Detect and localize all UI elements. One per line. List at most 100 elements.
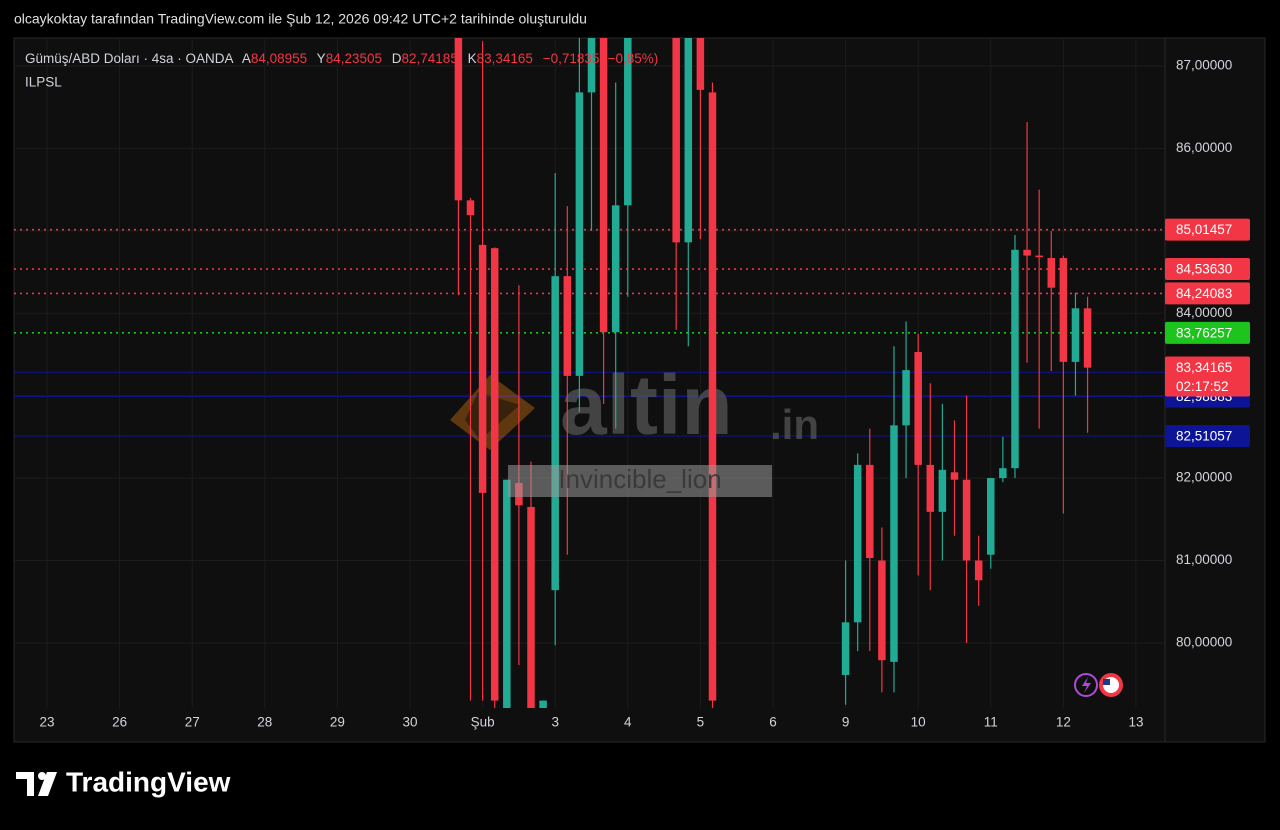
legend-key: A (242, 51, 251, 66)
price-label: 82,51057 (1176, 429, 1232, 444)
brand: TradingView (66, 766, 231, 797)
indicator-name: ILPSL (25, 75, 62, 90)
x-tick-label: 5 (697, 715, 705, 730)
x-tick-label: 11 (984, 715, 998, 730)
x-tick-label: 26 (112, 715, 127, 730)
caption: olcaykoktay tarafından TradingView.com i… (14, 11, 587, 27)
candle-body (454, 38, 463, 201)
candle-body (962, 479, 971, 561)
candle-body (950, 472, 959, 480)
legend-change: −0,71835 (−0,85%) (543, 51, 659, 66)
legend-value: 83,34165 (477, 51, 533, 66)
price-label-box (1165, 218, 1250, 241)
candle-body (611, 205, 620, 333)
x-tick-label: Şub (471, 715, 495, 730)
candle-body (1035, 255, 1043, 258)
candle-body (684, 38, 693, 243)
x-tick-label: 6 (769, 715, 777, 730)
x-tick-label: 29 (330, 715, 345, 730)
legend-value: 82,74185 (402, 51, 458, 66)
watermark-user: Invincible_lion (558, 464, 721, 494)
x-tick-label: 9 (842, 715, 850, 730)
candle-body (1071, 308, 1080, 362)
x-tick-label: 12 (1056, 715, 1071, 730)
candle-body (563, 276, 572, 376)
price-label-box (1165, 321, 1250, 344)
legend-key: D (392, 51, 402, 66)
x-tick-label: 10 (911, 715, 926, 730)
y-tick-label: 87,00000 (1176, 58, 1232, 73)
price-lines (14, 228, 1165, 437)
last-price-label: 83,34165 (1176, 360, 1232, 375)
legend-value: 84,08955 (251, 51, 307, 66)
candle-body (696, 38, 705, 90)
price-label: 84,53630 (1176, 262, 1232, 277)
x-tick-label: 30 (402, 715, 417, 730)
candle-body (624, 38, 632, 206)
price-label: 84,24083 (1176, 286, 1232, 301)
watermark-suffix: .in (770, 401, 819, 448)
legend: Gümüş/ABD Doları · 4sa · OANDA A84,08955… (25, 51, 658, 66)
x-tick-label: 23 (40, 715, 55, 730)
candle-body (987, 478, 995, 555)
y-tick-label: 81,00000 (1176, 552, 1232, 567)
candle-body (672, 38, 680, 243)
y-tick-label: 84,00000 (1176, 305, 1232, 320)
candle-body (1059, 258, 1068, 362)
candle-body (841, 622, 850, 676)
candle-body (478, 244, 487, 493)
candle-body (551, 276, 559, 591)
x-tick-label: 13 (1128, 715, 1143, 730)
axes: 23 26 27 28 29 30 Şub 3 4 5 6 9 10 11 12 13 80,00000 81,0… (40, 58, 1250, 730)
candle-body (1083, 308, 1092, 368)
candle-body (575, 92, 584, 376)
x-tick-label: 3 (551, 715, 559, 730)
price-label-box (1165, 282, 1250, 305)
candle-body (708, 92, 717, 701)
y-tick-label: 86,00000 (1176, 140, 1232, 155)
event-icon-bolt (1082, 677, 1091, 693)
y-tick-label: 80,00000 (1176, 634, 1232, 649)
candle-body (1011, 249, 1019, 469)
candle-body (599, 38, 608, 333)
event-flag-canton (1103, 679, 1110, 685)
countdown: 02:17:52 (1176, 379, 1229, 394)
price-label-box (1165, 258, 1250, 281)
legend-title: Gümüş/ABD Doları · 4sa · OANDA (25, 51, 234, 66)
candle-body (878, 560, 886, 661)
legend-value: 84,23505 (326, 51, 382, 66)
last-price-box (1165, 356, 1250, 397)
candle-body (974, 560, 983, 581)
y-tick-label: 82,00000 (1176, 470, 1232, 485)
x-tick-label: 27 (185, 715, 200, 730)
candle-body (587, 38, 596, 93)
candle-body (853, 464, 862, 623)
candles (454, 38, 1092, 708)
candle-body (1023, 249, 1031, 256)
candle-body (914, 351, 922, 465)
candle-body (938, 469, 947, 512)
candle-body (902, 370, 910, 426)
x-tick-label: 4 (624, 715, 632, 730)
x-tick-label: 28 (257, 715, 272, 730)
candle-body (999, 468, 1007, 479)
watermark: altin (560, 358, 733, 452)
candle-body (539, 700, 547, 708)
legend-key: K (468, 51, 477, 66)
legend-key: Y (317, 51, 326, 66)
candle-body (1047, 258, 1056, 288)
candle-body (527, 506, 535, 708)
watermark-user-box (508, 465, 772, 497)
brand-logo (16, 772, 57, 796)
price-label-box (1165, 424, 1250, 447)
chart-panel (13, 37, 1266, 743)
candle-body (926, 464, 935, 512)
candle-body (490, 248, 499, 701)
candle-body (503, 479, 511, 708)
candle-body (466, 200, 475, 216)
price-label: 83,76257 (1176, 325, 1232, 340)
candle-body (866, 464, 874, 559)
price-label: 85,01457 (1176, 222, 1232, 237)
